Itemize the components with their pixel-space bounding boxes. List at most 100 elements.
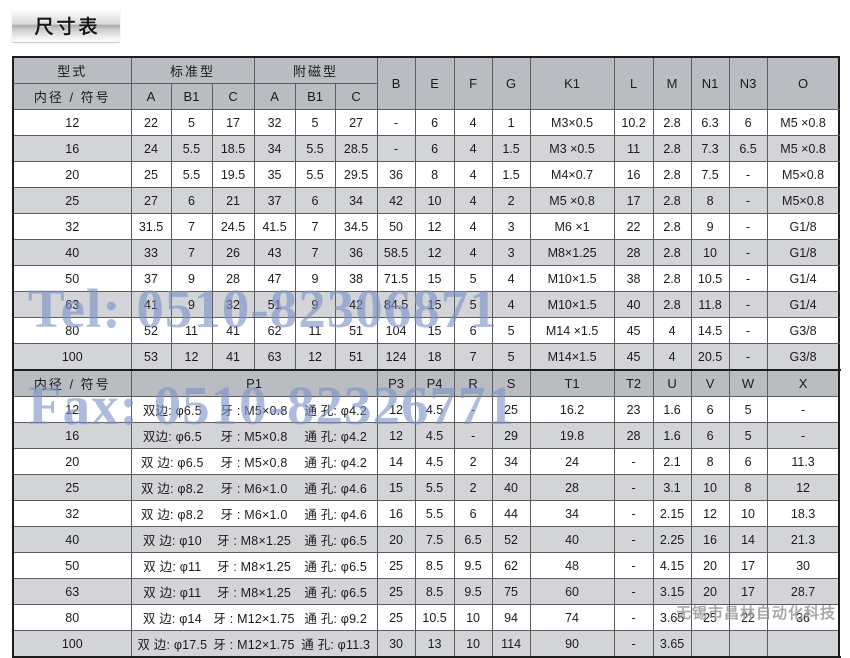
table2-cell-r5-c6: 2.25 — [652, 526, 692, 553]
table1-sub-header-row: 内径 / 符号 A B1 C A B1 C — [12, 83, 839, 110]
table1-cell-r7-c12: 40 — [613, 291, 654, 318]
table1-cell-r5-c5: 7 — [294, 239, 336, 266]
table2-p1-part-r1-1: 牙 : M5×0.8 — [220, 430, 288, 444]
table2-cell-r8-c6: 3.65 — [652, 604, 692, 631]
table2-row: 63 双 边: φ11 牙 : M8×1.25 通 孔: φ6.5 25 8.5 9.5 75… — [12, 578, 840, 605]
table1-sub-header-4: A — [253, 83, 296, 110]
table2-cell-r1-c3: 29 — [491, 422, 531, 449]
table2-cell-r9-c1: 13 — [414, 630, 455, 658]
table2-cell-r5-c1: 7.5 — [414, 526, 455, 553]
table2-p1-part-r8-1: 牙 : M12×1.75 — [213, 612, 295, 626]
table1-cell-r0-c16: M5 ×0.8 — [766, 109, 840, 136]
table2-p1-r8: 双 边: φ14 牙 : M12×1.75 通 孔: φ9.2 — [130, 604, 378, 631]
page-title-badge: 尺寸表 — [12, 9, 120, 42]
table1-cell-r3-c7: 42 — [376, 187, 416, 214]
table2-cell-r1-c9: - — [766, 422, 840, 449]
table2-header-7: T2 — [613, 369, 654, 397]
table1-cell-r0-c11: M3×0.5 — [529, 109, 615, 136]
table1-group-header-0: 型式 — [12, 56, 132, 84]
table1-cell-r2-c5: 5.5 — [294, 161, 336, 188]
table2-cell-r4-c9: 18.3 — [766, 500, 840, 527]
table1-cell-r0-c12: 10.2 — [613, 109, 654, 136]
table2-p1-part-r3-1: 牙 : M6×1.0 — [220, 482, 288, 496]
table1-cell-r9-c11: M14×1.5 — [529, 343, 615, 371]
table1-row: 16 24 5.5 18.5 34 5.5 28.5-6 4 1.5 M3 ×0.5 11 2.8 7.… — [12, 135, 840, 162]
table2-cell-r3-c4: 28 — [529, 474, 615, 501]
table2-p1-part-r6-2: 通 孔: φ6.5 — [304, 560, 368, 574]
table1-cell-r5-c11: M8×1.25 — [529, 239, 615, 266]
table2-cell-r4-c2: 6 — [453, 500, 493, 527]
table1-cell-r1-c7: - — [376, 135, 416, 162]
table1-group-header-9: M — [652, 56, 692, 110]
table2-row: 20 双 边: φ6.5 牙 : M5×0.8 通 孔: φ4.2 14 4.5 2 34 24… — [12, 448, 840, 475]
table2-p1-part-r6-0: 双 边: φ11 — [143, 560, 202, 574]
table2-cell-r7-c5: - — [613, 578, 654, 605]
table1-cell-r4-c1: 31.5 — [130, 213, 172, 240]
table2-cell-r4-c3: 44 — [491, 500, 531, 527]
table2-cell-r1-c6: 1.6 — [652, 422, 692, 449]
table2-cell-r2-c8: 6 — [728, 448, 768, 475]
table1-cell-r8-c3: 41 — [211, 317, 255, 344]
table2-p1-r3: 双 边: φ8.2 牙 : M6×1.0 通 孔: φ4.6 — [130, 474, 378, 501]
table1-cell-r0-c15: 6 — [728, 109, 768, 136]
table2-cell-r9-c7 — [690, 630, 730, 658]
table1-cell-r1-c0: 16 — [12, 135, 132, 162]
table2-cell-r2-c5: - — [613, 448, 654, 475]
table2-row: 12 双边: φ6.5 牙 : M5×0.8 通 孔: φ4.2 12 4.5-25 16.… — [12, 396, 840, 423]
table1-row: 32 31.5 7 24.5 41.5 7 34.5 50 12 4 3 M6 ×1 22 2.8 9- G1… — [12, 213, 840, 240]
table2-cell-r6-c3: 62 — [491, 552, 531, 579]
table1-cell-r8-c15: - — [728, 317, 768, 344]
table1-cell-r8-c11: M14 ×1.5 — [529, 317, 615, 344]
table2-row: 16 双边: φ6.5 牙 : M5×0.8 通 孔: φ4.2 12 4.5-29 19.… — [12, 422, 840, 449]
table1-cell-r0-c9: 4 — [453, 109, 493, 136]
table1-cell-r9-c16: G3/8 — [766, 343, 840, 371]
table1-cell-r6-c13: 2.8 — [652, 265, 692, 292]
table1-cell-r0-c14: 6.3 — [690, 109, 730, 136]
table1-cell-r3-c13: 2.8 — [652, 187, 692, 214]
table2-p1-part-r1-2: 通 孔: φ4.2 — [304, 430, 368, 444]
table2-p1-r9: 双 边: φ17.5 牙 : M12×1.75 通 孔: φ11.3 — [130, 630, 378, 658]
table1-cell-r1-c10: 1.5 — [491, 135, 531, 162]
table1-cell-r7-c16: G1/4 — [766, 291, 840, 318]
table1-cell-r9-c3: 41 — [211, 343, 255, 371]
table1-sub-header-5: B1 — [294, 83, 336, 110]
table2-cell-r8-c5: - — [613, 604, 654, 631]
p1-parts: 双 边: φ17.5 牙 : M12×1.75 通 孔: φ11.3 — [132, 631, 376, 655]
table1-cell-r2-c14: 7.5 — [690, 161, 730, 188]
table1-cell-r8-c14: 14.5 — [690, 317, 730, 344]
p1-parts: 双 边: φ11 牙 : M8×1.25 通 孔: φ6.5 — [132, 580, 376, 604]
table1-cell-r1-c8: 6 — [414, 135, 455, 162]
table1-cell-r0-c7: - — [376, 109, 416, 136]
table1-cell-r3-c14: 8 — [690, 187, 730, 214]
table2-cell-r1-c7: 6 — [690, 422, 730, 449]
table1-cell-r5-c3: 26 — [211, 239, 255, 266]
table1-cell-r7-c5: 9 — [294, 291, 336, 318]
table2-cell-r8-c8: 22 — [728, 604, 768, 631]
table2-p1-part-r5-1: 牙 : M8×1.25 — [216, 534, 292, 548]
table1-cell-r2-c1: 25 — [130, 161, 172, 188]
table2-cell-r7-c9: 28.7 — [766, 578, 840, 605]
table2-size-r1: 16 — [12, 422, 132, 449]
table2-cell-r7-c6: 3.15 — [652, 578, 692, 605]
table2-cell-r6-c1: 8.5 — [414, 552, 455, 579]
table2-cell-r0-c8: 5 — [728, 396, 768, 423]
p1-parts: 双 边: φ8.2 牙 : M6×1.0 通 孔: φ4.6 — [132, 476, 376, 500]
table1-cell-r4-c11: M6 ×1 — [529, 213, 615, 240]
table2-size-r9: 100 — [12, 630, 132, 658]
table1-cell-r3-c4: 37 — [253, 187, 296, 214]
table1-cell-r7-c6: 42 — [334, 291, 378, 318]
table2-row: 80 双 边: φ14 牙 : M12×1.75 通 孔: φ9.2 25 10.5 10 9… — [12, 604, 840, 631]
table2-cell-r0-c1: 4.5 — [414, 396, 455, 423]
table2-header-row: 内径 / 符号P1P3P4RST1T2UVWXY — [12, 369, 840, 397]
table2-cell-r3-c5: - — [613, 474, 654, 501]
table2-cell-r8-c9: 36 — [766, 604, 840, 631]
table2-cell-r3-c3: 40 — [491, 474, 531, 501]
table1-cell-r0-c6: 27 — [334, 109, 378, 136]
table1-cell-r2-c3: 19.5 — [211, 161, 255, 188]
table1-cell-r4-c12: 22 — [613, 213, 654, 240]
p1-parts: 双 边: φ8.2 牙 : M6×1.0 通 孔: φ4.6 — [132, 502, 376, 526]
table2-cell-r2-c3: 34 — [491, 448, 531, 475]
table2-cell-r5-c7: 16 — [690, 526, 730, 553]
table2-cell-r4-c5: - — [613, 500, 654, 527]
table1-cell-r4-c7: 50 — [376, 213, 416, 240]
